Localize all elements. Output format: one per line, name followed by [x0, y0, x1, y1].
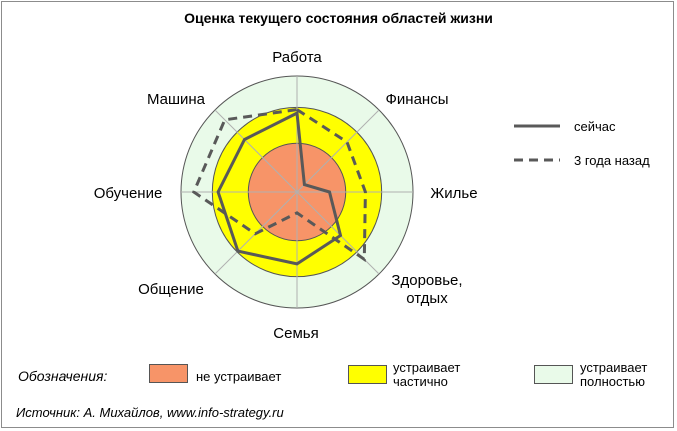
- axis-label-5: Общение: [138, 281, 204, 298]
- axis-label-7: Машина: [147, 91, 206, 108]
- chart-title: Оценка текущего состояния областей жизни: [184, 10, 493, 26]
- axis-spokes: [181, 76, 413, 308]
- axis-label-4: Семья: [273, 325, 318, 342]
- axis-labels: Работа Финансы Жилье Здоровье, отдых Семья Общ…: [94, 49, 478, 342]
- axis-label-0: Работа: [272, 49, 322, 66]
- axis-label-1: Финансы: [386, 91, 449, 108]
- axis-label-6: Обучение: [94, 185, 163, 202]
- axis-label-2: Жилье: [430, 185, 477, 202]
- axis-label-3: Здоровье, отдых: [391, 272, 462, 307]
- spoke-1: [296, 109, 380, 193]
- series-line-three-years-ago: [191, 108, 367, 263]
- series-legend: сейчас 3 года назад: [514, 119, 650, 168]
- series-line-now: [216, 110, 343, 266]
- legend-label-1: 3 года назад: [574, 153, 650, 168]
- legend-label-0: сейчас: [574, 119, 616, 134]
- source-note: Источник: А. Михайлов, www.info-strategy…: [16, 405, 284, 420]
- series-lines: [191, 108, 367, 266]
- spoke-7: [214, 109, 298, 193]
